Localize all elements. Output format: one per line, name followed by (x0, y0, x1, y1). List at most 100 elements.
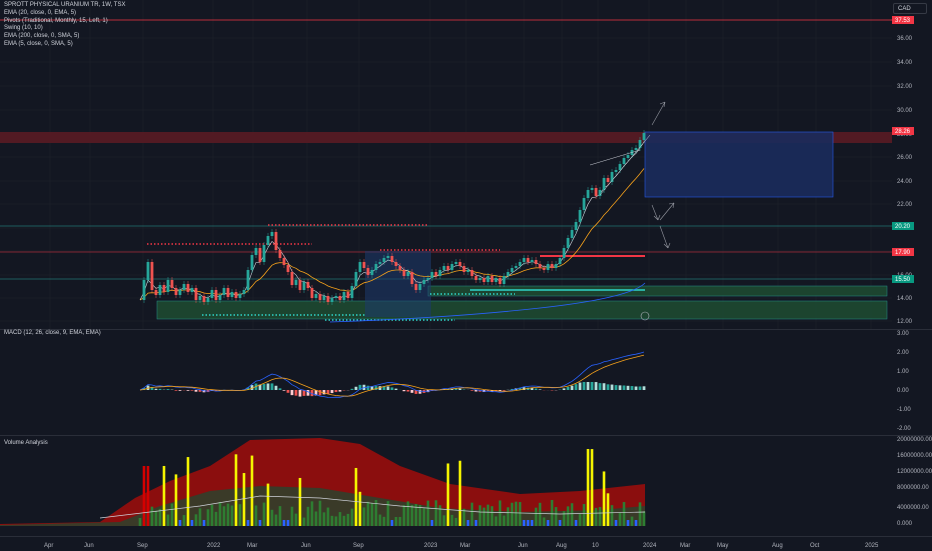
time-tick-label: Aug (556, 543, 567, 549)
volume-label[interactable]: Volume Analysis (4, 440, 48, 448)
candle-body (423, 280, 426, 284)
candle-body (567, 238, 570, 248)
candle-body (307, 282, 310, 288)
indicator-ema5[interactable]: EMA (5, close, 0, SMA, 5) (4, 41, 125, 49)
candle-body (391, 256, 394, 262)
volume-bar (335, 516, 338, 526)
candle-body (239, 294, 242, 298)
macd-histogram-bar (367, 386, 370, 390)
volume-bar (351, 509, 354, 526)
currency-button[interactable]: CAD (893, 3, 927, 14)
volume-bar (571, 503, 574, 526)
volume-bar (443, 515, 446, 526)
candle-body (171, 280, 174, 288)
candle-body (527, 258, 530, 262)
volume-bar (187, 457, 190, 526)
volume-bar (199, 508, 202, 526)
candle-body (211, 290, 214, 298)
volume-bar (611, 505, 614, 526)
indicator-pivots[interactable]: Pivots (Traditional, Monthly, 15, Left, … (4, 18, 125, 26)
macd-histogram-bar (591, 382, 594, 390)
time-tick-label: Aug (772, 543, 783, 549)
macd-label[interactable]: MACD (12, 26, close, 9, EMA, EMA) (4, 330, 101, 338)
volume-bar (535, 508, 538, 526)
macd-histogram-bar (611, 385, 614, 390)
candle-body (563, 248, 566, 258)
macd-histogram-bar (459, 389, 462, 390)
volume-bar (447, 463, 450, 526)
volume-bar (383, 517, 386, 526)
candle-body (287, 265, 290, 272)
candle-body (571, 230, 574, 238)
candle-body (447, 266, 450, 270)
candle-body (327, 296, 330, 302)
volume-bar (455, 518, 458, 526)
candle-body (635, 148, 638, 150)
candle-body (199, 296, 202, 300)
candle-body (427, 278, 430, 280)
price-tag-label: 17.90 (895, 250, 911, 256)
volume-bar (347, 514, 350, 526)
macd-histogram-bar (319, 390, 322, 395)
candle-body (375, 264, 378, 270)
macd-histogram-bar (351, 389, 354, 390)
candle-body (479, 278, 482, 280)
volume-bar (175, 474, 178, 526)
price-tick-label: 14.00 (897, 296, 913, 302)
candle-body (255, 248, 258, 255)
volume-bar (523, 520, 526, 526)
macd-histogram-bar (187, 390, 190, 391)
time-tick-label: Mar (680, 543, 690, 549)
time-tick-label: Sep (137, 543, 148, 549)
price-tag-label: 15.50 (895, 277, 911, 283)
candle-body (331, 298, 334, 302)
volume-bar (643, 511, 646, 526)
volume-bar (491, 506, 494, 526)
volume-bar (303, 518, 306, 526)
volume-bar (259, 520, 262, 526)
volume-bar (631, 517, 634, 526)
candle-body (339, 296, 342, 300)
macd-histogram-bar (275, 386, 278, 390)
price-tick-label: 26.00 (897, 155, 913, 161)
volume-bar (439, 505, 442, 526)
volume-bar (319, 501, 322, 526)
macd-histogram-bar (615, 385, 618, 390)
symbol-title: SPROTT PHYSICAL URANIUM TR, 1W, TSX (4, 2, 125, 10)
indicator-swing[interactable]: Swing (10, 10) (4, 25, 125, 33)
macd-chart[interactable]: 3.002.001.000.00-1.00-2.00 (0, 330, 932, 435)
volume-bar (423, 508, 426, 526)
volume-bar (275, 515, 278, 526)
candle-body (335, 296, 338, 298)
indicator-ema200[interactable]: EMA (200, close, 0, SMA, 5) (4, 33, 125, 41)
volume-chart[interactable]: 20000000.0016000000.0012000000.008000000… (0, 436, 932, 536)
volume-bar (251, 456, 254, 526)
volume-bar (203, 520, 206, 526)
candle-body (607, 178, 610, 182)
volume-bar (427, 501, 430, 526)
candle-body (279, 250, 282, 258)
candle-body (419, 284, 422, 290)
price-pane[interactable]: 36.0034.0032.0030.0028.0026.0024.0022.00… (0, 0, 932, 330)
macd-histogram-bar (575, 384, 578, 390)
macd-histogram-bar (267, 383, 270, 390)
candle-body (555, 264, 558, 268)
volume-bar (559, 520, 562, 526)
macd-histogram-bar (503, 390, 506, 391)
candle-body (507, 272, 510, 276)
volume-bar (267, 484, 270, 526)
volume-bar (287, 520, 290, 526)
candle-body (643, 133, 646, 140)
macd-histogram-bar (407, 390, 410, 392)
macd-histogram-bar (291, 390, 294, 395)
candle-body (183, 284, 186, 290)
price-chart[interactable]: 36.0034.0032.0030.0028.0026.0024.0022.00… (0, 0, 932, 330)
candle-body (275, 232, 278, 250)
indicator-ema20[interactable]: EMA (20, close, 0, EMA, 5) (4, 10, 125, 18)
volume-bar (579, 514, 582, 526)
volume-bar (519, 502, 522, 526)
time-tick-label: 2022 (207, 543, 221, 549)
